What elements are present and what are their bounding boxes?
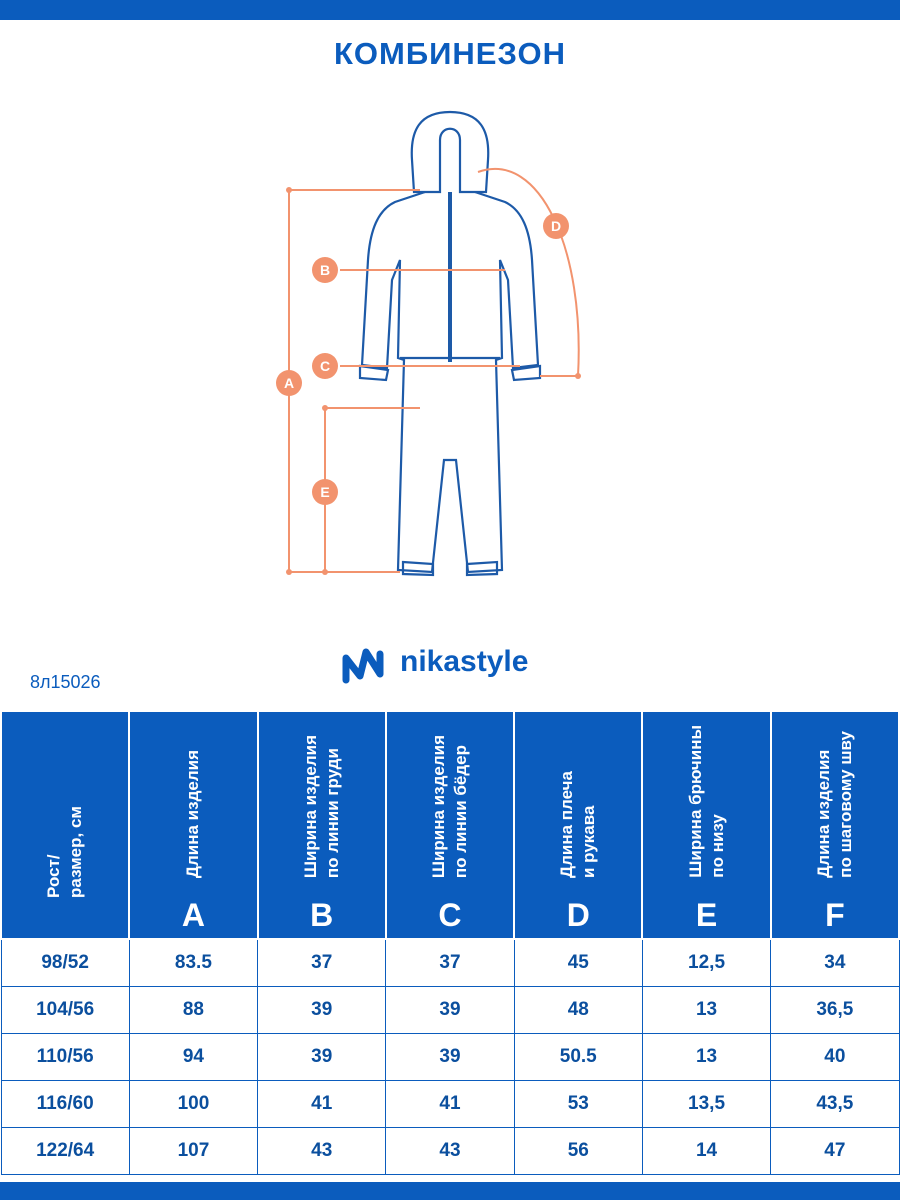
column-header: Длина изделия A	[128, 710, 259, 940]
table-cell: 83.5	[128, 938, 259, 987]
header-text: Длина изделия	[182, 750, 204, 878]
header-text: Ширина изделия по линии бёдер	[428, 735, 472, 878]
table-cell: 13,5	[641, 1080, 772, 1128]
header-line: Ширина брючины	[685, 725, 705, 878]
column-letter: B	[310, 897, 334, 933]
header-line: Рост/	[44, 854, 64, 898]
label-e: E	[320, 484, 329, 500]
table-cell: 39	[257, 986, 387, 1034]
label-circles	[276, 213, 569, 505]
label-b: B	[320, 262, 330, 278]
table-cell: 50.5	[513, 1033, 643, 1081]
table-cell: 122/64	[0, 1127, 130, 1175]
table-cell: 37	[385, 938, 515, 987]
header-text: Длина плеча и рукава	[556, 771, 600, 878]
header-line: и рукава	[579, 805, 599, 878]
column-header: Длина плеча и рукава D	[513, 710, 644, 940]
table-cell: 48	[513, 986, 643, 1034]
column-header: Ширина изделия по линии груди B	[256, 710, 387, 940]
header-line: по шаговому шву	[835, 731, 855, 878]
table-cell: 94	[128, 1033, 259, 1081]
column-letter: F	[825, 897, 845, 933]
header-line: Длина изделия	[183, 749, 203, 878]
table-cell: 43,5	[770, 1080, 900, 1128]
table-cell: 41	[257, 1080, 387, 1128]
title: КОМБИНЕЗОН	[334, 36, 566, 71]
table-cell: 34	[770, 938, 900, 987]
table-cell: 116/60	[0, 1080, 130, 1128]
table-cell: 40	[770, 1033, 900, 1081]
table-cell: 98/52	[0, 938, 130, 987]
article: 8л15026	[30, 672, 101, 692]
header-line: по линии груди	[322, 747, 342, 878]
table-cell: 56	[513, 1127, 643, 1175]
table-row: 122/64 107 43 43 56 14 47	[0, 1127, 900, 1175]
column-header: Ширина брючины по низу E	[641, 710, 772, 940]
table-cell: 36,5	[770, 986, 900, 1034]
table-cell: 13	[641, 1033, 772, 1081]
header-text: Длина изделия по шаговому шву	[813, 731, 857, 878]
table-cell: 14	[641, 1127, 772, 1175]
label-d: D	[551, 218, 561, 234]
table-cell: 12,5	[641, 938, 772, 987]
table-cell: 13	[641, 986, 772, 1034]
column-letter: A	[181, 897, 205, 933]
table-cell: 41	[385, 1080, 515, 1128]
table-cell: 39	[385, 986, 515, 1034]
header-text: Ширина брючины по низу	[685, 725, 729, 878]
column-letter: E	[695, 897, 718, 933]
header-line: Ширина изделия	[300, 734, 320, 878]
header-line: Длина изделия	[813, 749, 833, 878]
table-cell: 43	[257, 1127, 387, 1175]
table-cell: 100	[128, 1080, 259, 1128]
header-line: размер, см	[66, 806, 86, 898]
table-row: 116/60 100 41 41 53 13,5 43,5	[0, 1080, 900, 1128]
column-letter: D	[566, 897, 590, 933]
table-cell: 37	[257, 938, 387, 987]
table-cell: 45	[513, 938, 643, 987]
header-line: по линии бёдер	[450, 744, 470, 878]
column-header: Ширина изделия по линии бёдер C	[384, 710, 516, 940]
brand: nikastyle	[400, 645, 529, 678]
table-cell: 107	[128, 1127, 259, 1175]
table-cell: 39	[257, 1033, 387, 1081]
table-cell: 53	[513, 1080, 643, 1128]
header-text: Рост/размер, см	[43, 806, 87, 898]
header-line: Длина плеча	[557, 770, 577, 878]
table-row: 110/56 94 39 39 50.5 13 40	[0, 1033, 900, 1081]
header-line: по низу	[707, 814, 727, 878]
column-letter: C	[438, 897, 462, 933]
table-row: 98/52 83.5 37 37 45 12,5 34	[0, 938, 900, 987]
top-bar	[0, 0, 900, 20]
table-row: 104/56 88 39 39 48 13 36,5	[0, 986, 900, 1034]
size-table: Рост/размер, см Длина изделия A Ширина изде…	[0, 710, 900, 1175]
table-cell: 110/56	[0, 1033, 130, 1081]
bottom-bar	[0, 1182, 900, 1200]
diagram: A B C D E	[276, 110, 581, 577]
header-line: Ширина изделия	[428, 734, 448, 878]
table-cell: 47	[770, 1127, 900, 1175]
table-cell: 104/56	[0, 986, 130, 1034]
label-c: C	[320, 358, 330, 374]
label-a: A	[284, 375, 294, 391]
header-text: Ширина изделия по линии груди	[300, 735, 344, 878]
table-cell: 88	[128, 986, 259, 1034]
table-cell: 43	[385, 1127, 515, 1175]
jumpsuit-outline	[358, 110, 542, 577]
table-cell: 39	[385, 1033, 515, 1081]
column-header: Длина изделия по шаговому шву F	[769, 710, 900, 940]
column-header: Рост/размер, см	[0, 710, 131, 940]
logo-icon	[342, 648, 384, 684]
measure-dots	[286, 187, 581, 575]
